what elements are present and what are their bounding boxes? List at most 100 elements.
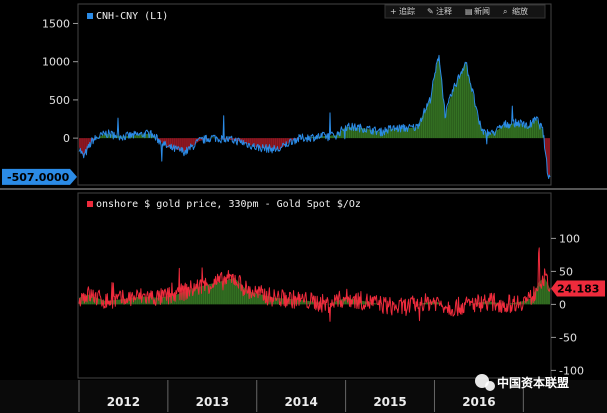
top-area-segment (454, 85, 456, 139)
bottom-area-segment (227, 279, 229, 305)
toolbar-item-track[interactable]: + 追踪 (390, 6, 415, 16)
bottom-area-segment (202, 285, 204, 305)
top-area-segment (272, 138, 274, 150)
top-area-segment (424, 109, 426, 139)
bottom-area-segment (426, 302, 428, 305)
top-area-segment (461, 70, 462, 139)
toolbar-item-annotate[interactable]: ✎ 注释 (427, 6, 452, 16)
top-legend: CNH-CNY (L1) (87, 11, 168, 22)
top-area-segment (443, 94, 444, 139)
bottom-area-segment (363, 301, 365, 305)
bottom-area-segment (199, 286, 201, 305)
top-area-segment (146, 133, 147, 139)
bottom-area-segment (224, 280, 226, 305)
bottom-area-segment (364, 301, 365, 305)
top-area-segment (347, 126, 349, 139)
top-area-segment (439, 61, 441, 139)
bottom-area-segment (92, 296, 94, 305)
top-area-segment (362, 128, 364, 139)
bottom-area-segment (182, 292, 184, 305)
top-area-segment (465, 63, 467, 139)
top-area-segment (401, 128, 403, 139)
top-area-segment (147, 133, 149, 139)
toolbar-item-news[interactable]: ▤ 新闻 (465, 6, 490, 16)
bottom-area-segment (546, 281, 548, 305)
top-area-segment (193, 138, 195, 146)
top-area-segment (522, 124, 524, 139)
top-area-segment (440, 67, 441, 139)
top-area-segment (367, 129, 369, 139)
top-area-segment (395, 128, 397, 139)
bottom-area-segment (262, 294, 263, 305)
bottom-area-segment (195, 287, 197, 305)
top-area-segment (521, 124, 523, 139)
top-area-segment (171, 138, 173, 149)
top-area-segment (309, 137, 311, 139)
bottom-y-axis: 100 50 0 -50 -100 (551, 232, 584, 377)
bottom-area-segment (214, 282, 215, 305)
bottom-area-segment (256, 293, 258, 305)
bottom-area-segment (307, 300, 309, 305)
top-area-segment (374, 130, 376, 139)
bottom-area-segment (528, 298, 530, 305)
top-area-segment (433, 78, 435, 139)
bottom-last-value-badge: 24.183 (551, 280, 605, 297)
toolbar-item-zoom[interactable]: ⌕ 缩放 (503, 6, 528, 16)
top-area-segment (126, 136, 128, 139)
top-area-segment (410, 127, 412, 139)
toolbar-item-zoom-label: 缩放 (512, 6, 528, 16)
top-area-segment (515, 123, 517, 139)
top-area-segment (342, 129, 343, 139)
top-series (78, 54, 551, 179)
bottom-area-segment (425, 302, 427, 305)
top-area-segment (422, 114, 423, 139)
bottom-area-segment (255, 293, 257, 305)
top-area-segment (272, 138, 273, 149)
top-area-segment (357, 127, 359, 139)
top-area-segment (480, 125, 481, 139)
top-area-segment (540, 126, 542, 139)
bottom-area-segment (163, 296, 164, 305)
top-area-segment (511, 123, 513, 139)
bottom-area-segment (426, 302, 427, 305)
bottom-area-segment (436, 302, 438, 305)
bottom-area-segment (196, 287, 198, 305)
top-area-segment (260, 138, 262, 148)
top-area-segment (329, 135, 331, 139)
top-area-segment (183, 138, 185, 152)
top-area-segment (426, 105, 428, 139)
bottom-area-segment (212, 283, 214, 305)
bottom-area-segment (261, 294, 263, 305)
top-area-segment (516, 123, 518, 139)
top-area-segment (254, 138, 256, 147)
bottom-legend-swatch (87, 201, 93, 207)
top-area-segment (102, 134, 104, 139)
top-area-segment (445, 113, 446, 139)
bottom-area-segment (249, 291, 251, 305)
bottom-area-segment (212, 283, 213, 305)
top-area-segment (431, 88, 433, 139)
top-area-segment (167, 138, 168, 148)
top-area-segment (136, 134, 138, 139)
top-area-segment (432, 84, 433, 139)
bottom-area-segment (171, 295, 173, 305)
top-area-segment (501, 126, 503, 139)
bottom-area-segment (437, 302, 439, 305)
top-area-segment (478, 121, 480, 139)
bottom-area-segment (229, 279, 231, 305)
bottom-area-segment (260, 294, 262, 305)
zoom-icon: ⌕ (503, 7, 507, 16)
top-area-segment (488, 132, 490, 139)
top-area-segment (449, 100, 450, 139)
top-area-segment (505, 124, 507, 139)
top-area-segment (449, 98, 451, 139)
bottom-area-segment (346, 297, 347, 305)
top-area-segment (406, 128, 407, 139)
top-area-segment (451, 91, 453, 139)
top-area-segment (264, 138, 265, 149)
bottom-area-segment (196, 287, 197, 305)
bottom-area-segment (117, 299, 119, 305)
top-area-segment (527, 126, 529, 139)
top-area-segment (456, 81, 458, 139)
top-area-segment (83, 138, 84, 157)
